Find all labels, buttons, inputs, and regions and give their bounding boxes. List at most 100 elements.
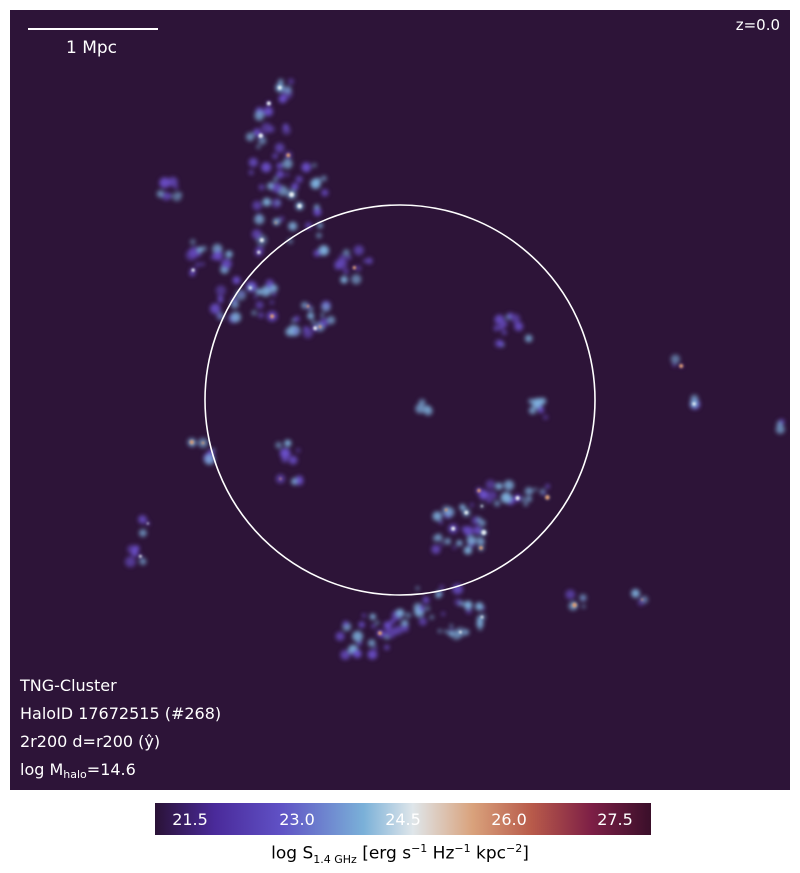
emission-field [125,78,785,660]
emission-blob [390,619,395,624]
bright-source [266,101,271,106]
bright-source [641,598,644,601]
emission-blob [139,558,147,565]
emission-blob [301,162,312,173]
colorbar: 21.5 23.0 24.5 26.0 27.5 [155,803,651,835]
emission-blob [528,398,534,404]
emission-blob [167,176,178,187]
emission-blob [371,623,376,629]
emission-blob [245,132,255,142]
emission-blob [321,189,329,197]
emission-blob [466,535,476,545]
emission-blob [210,303,221,315]
emission-blob [195,262,201,268]
emission-blob [500,492,512,504]
bright-source [378,631,382,636]
bright-source [257,250,261,254]
bright-source [313,326,318,331]
emission-blob [523,501,528,507]
emission-blob [251,229,262,240]
emission-blob [326,316,336,325]
emission-blob [423,406,433,416]
bright-source [189,440,194,445]
emission-blob [253,128,261,136]
emission-blob [473,526,483,535]
emission-blob [494,314,505,325]
emission-filaments [125,78,785,660]
emission-blob [485,479,496,490]
emission-blob [494,339,503,348]
emission-blob [278,216,285,222]
emission-blob [275,441,283,449]
emission-blob [463,600,473,610]
emission-blob [395,608,405,618]
bright-source [279,477,282,480]
emission-blob [320,313,324,317]
emission-blob [276,162,283,169]
emission-blob [775,424,785,434]
bright-source [259,238,264,243]
emission-blob [452,545,457,550]
emission-blob [463,546,472,555]
emission-blob [285,327,295,337]
bright-source [270,314,275,319]
emission-blob [316,232,322,239]
emission-blob [174,185,179,190]
emission-blob [369,613,376,620]
emission-blob [255,288,262,295]
scale-bar [28,28,158,30]
emission-blob [125,556,136,568]
emission-blob [383,621,392,630]
emission-blob [335,631,345,641]
bright-source [286,153,291,158]
emission-blob [288,455,298,465]
emission-blob [351,274,362,285]
emission-blob [499,324,504,330]
emission-blob [423,596,429,602]
emission-blob [253,294,258,299]
emission-blob [418,605,425,612]
bright-source [191,268,195,272]
bright-source [248,286,252,290]
emission-blob [251,310,257,316]
emission-blob [285,173,289,177]
emission-blob [132,547,138,553]
emission-blob [201,262,205,266]
emission-blob [190,239,196,245]
bright-source [451,526,456,531]
emission-blob [311,319,316,325]
emission-blob [264,108,272,116]
bright-source [481,530,487,535]
emission-blob [534,488,537,491]
emission-blob [293,316,300,322]
emission-blob [338,253,347,263]
scale-bar-label: 1 Mpc [66,38,118,58]
emission-blob [288,78,294,85]
emission-blob [230,300,239,309]
emission-blob [513,321,524,332]
emission-blob [425,606,431,611]
emission-blob [284,86,292,94]
emission-blob [278,78,284,85]
emission-blob [167,193,172,199]
emission-blob [261,162,272,173]
bright-source [277,85,282,90]
emission-blob [276,200,280,205]
emission-blob [313,208,322,216]
emission-blob [367,649,378,660]
emission-blob [545,484,550,489]
emission-blob [449,624,453,628]
emission-blob [343,268,349,275]
colorbar-tick: 27.5 [597,809,633,829]
emission-blob [450,627,453,631]
emission-blob [367,639,376,647]
emission-blob [385,627,396,639]
emission-blob [197,252,202,257]
bright-source [274,221,277,224]
projection-info: 2r200 d=r200 (ŷ) [20,732,161,751]
emission-blob [225,250,233,258]
emission-blob [543,415,548,420]
emission-blob [539,397,547,405]
colorbar-tick: 23.0 [279,809,315,829]
emission-blob [221,258,232,270]
